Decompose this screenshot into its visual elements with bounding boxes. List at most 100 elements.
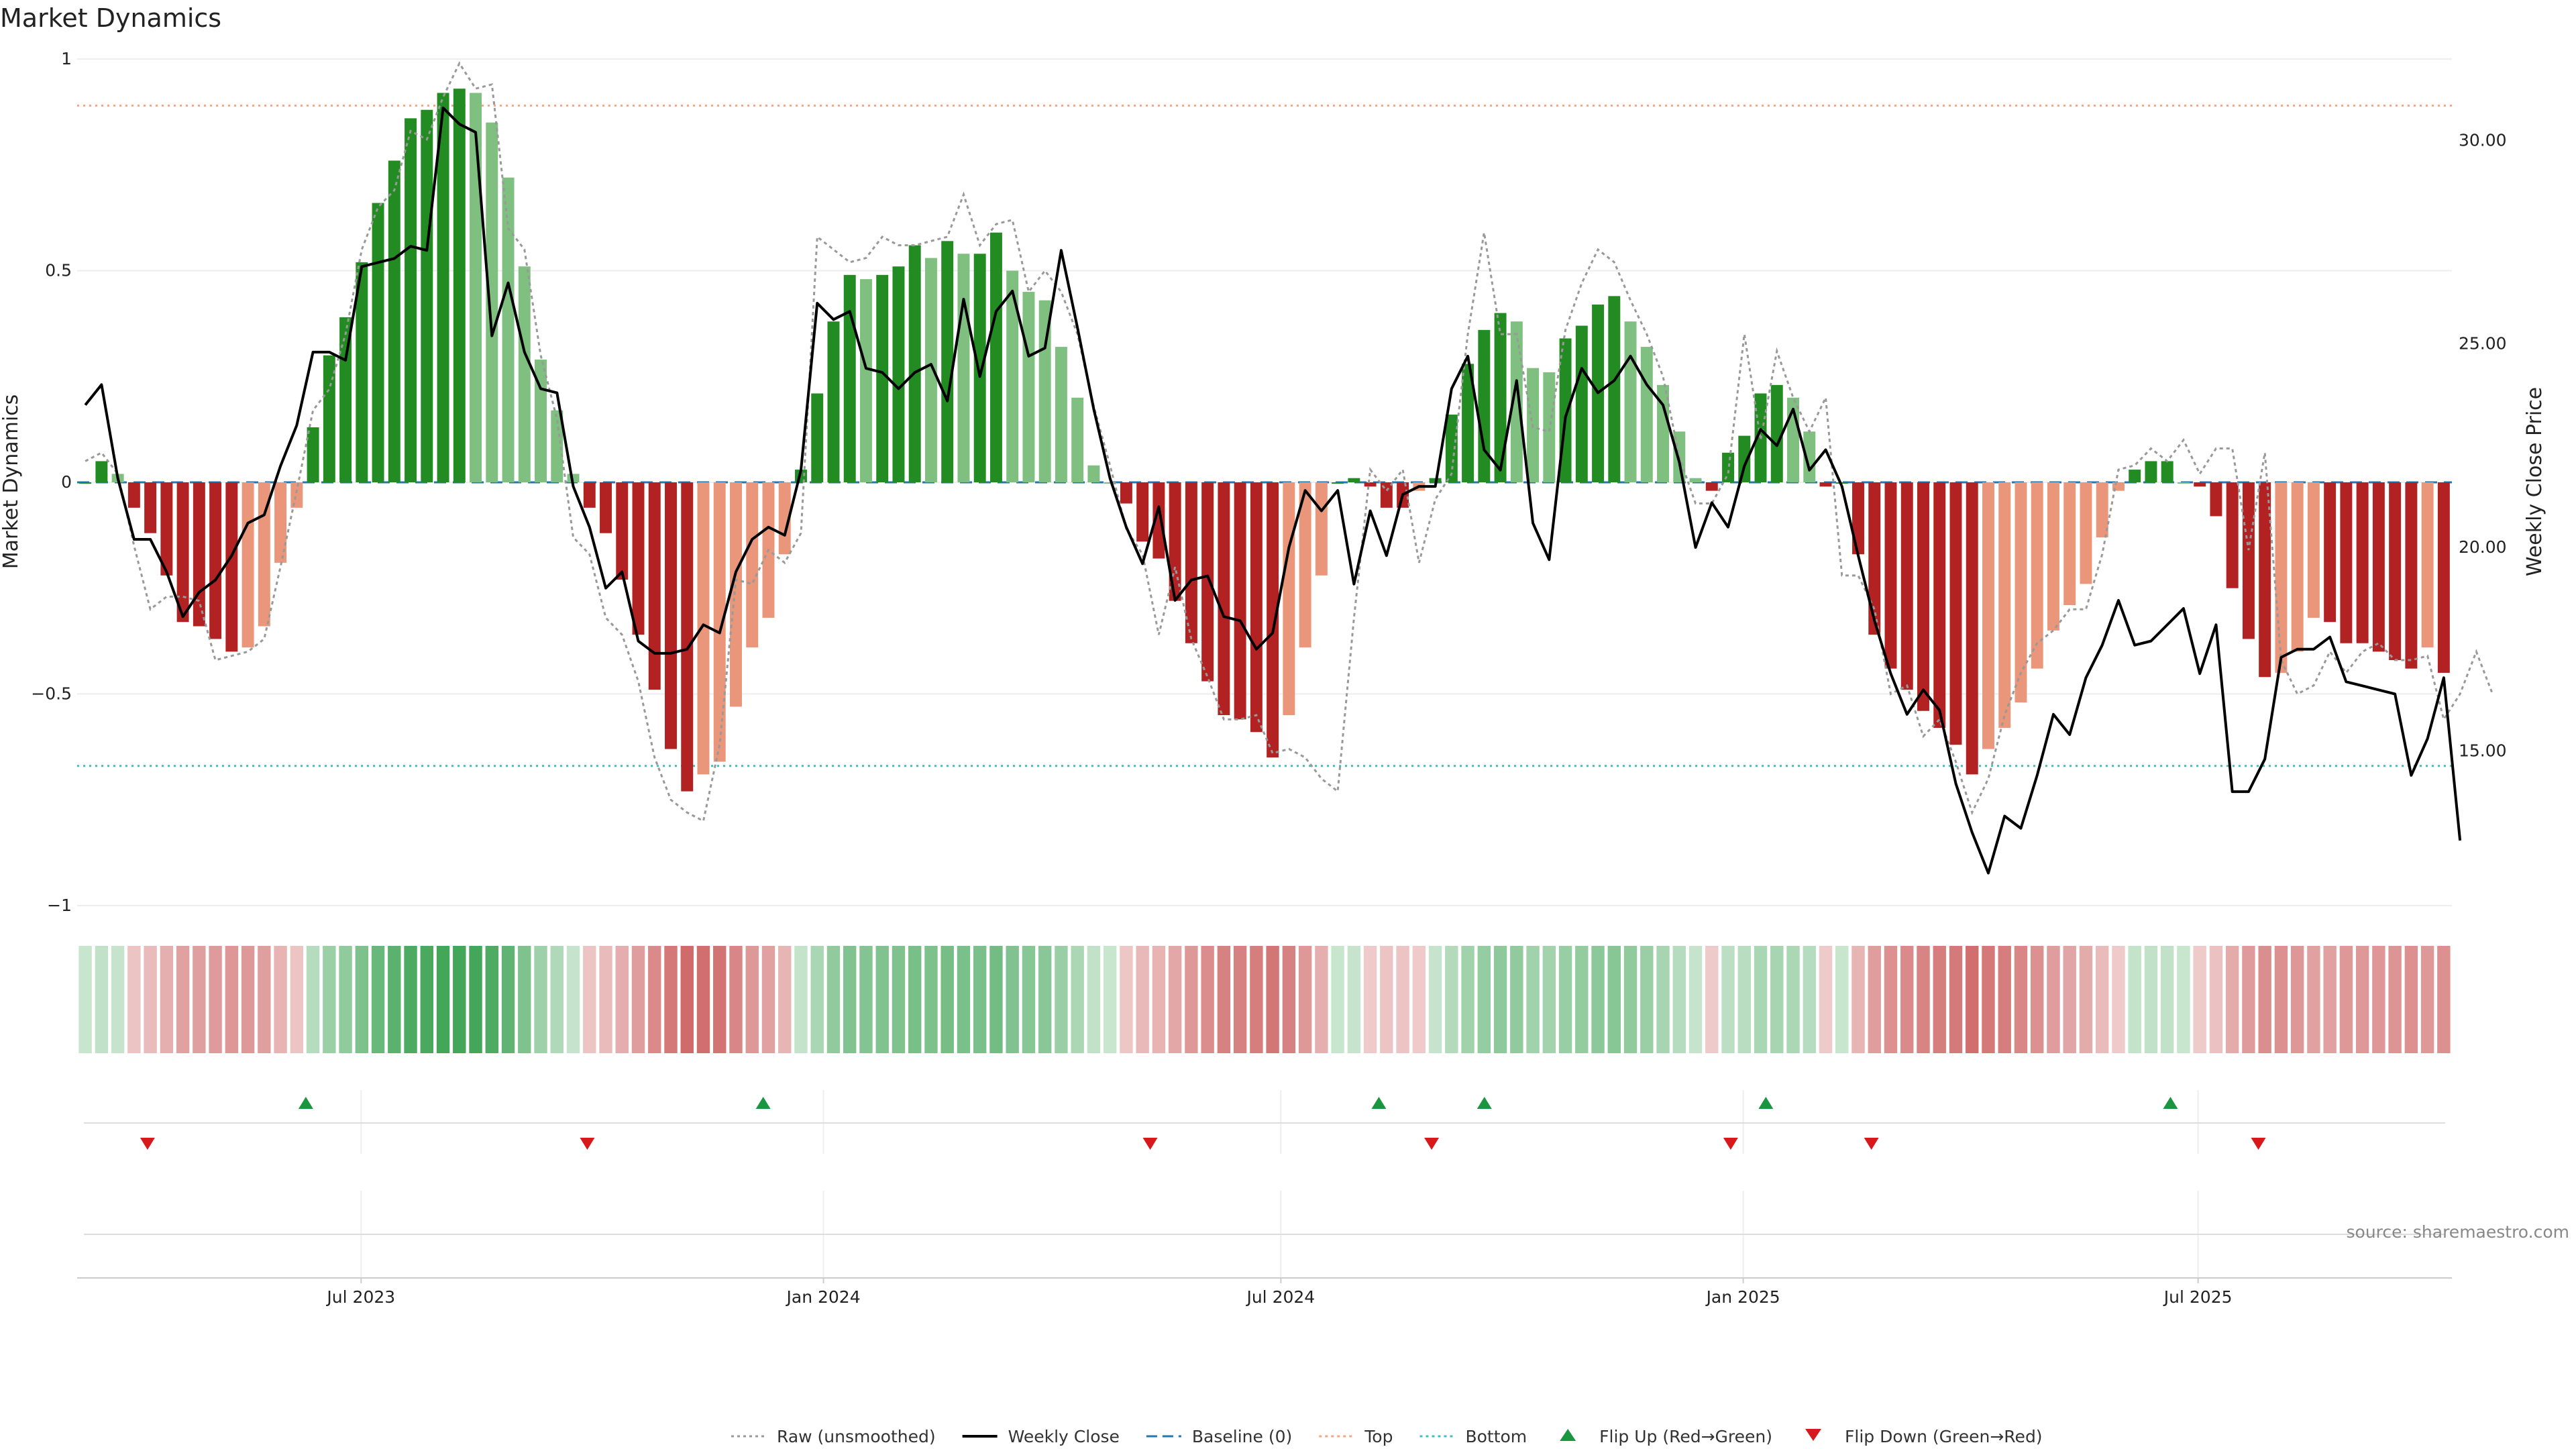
y-tick-label-1: 0.5 [45, 261, 72, 280]
heat-strip-cell-19 [388, 946, 401, 1053]
dynamics-bar-134 [2259, 482, 2271, 678]
dynamics-bar-139 [2340, 482, 2353, 643]
heat-strip-cell-95 [1623, 946, 1638, 1053]
heat-strip-cell-141 [2372, 946, 2385, 1053]
heat-strip-cell-109 [1851, 946, 1865, 1053]
dynamics-bar-21 [421, 109, 433, 483]
heat-strip-cell-18 [371, 946, 385, 1053]
heat-strip-cell-136 [2290, 946, 2304, 1053]
legend-label-6: Flip Down (Green→Red) [1845, 1427, 2043, 1446]
flip-markers-panel [84, 1090, 2445, 1278]
dynamics-bar-127 [2145, 461, 2157, 482]
dynamics-bar-54 [957, 254, 970, 482]
dynamics-bar-142 [2389, 482, 2402, 661]
dynamics-bar-76 [1315, 482, 1328, 576]
dynamics-bar-41 [746, 482, 759, 648]
heat-strip-cell-70 [1217, 946, 1231, 1053]
dynamics-bar-90 [1543, 372, 1556, 482]
flip-down-marker-1 [580, 1138, 595, 1150]
dynamics-bar-6 [176, 482, 189, 623]
heat-strip-cell-120 [2031, 946, 2044, 1053]
dynamics-bar-0 [79, 482, 92, 484]
heat-strip-cell-140 [2355, 946, 2369, 1053]
dynamics-bar-27 [518, 266, 531, 482]
heat-strip-cell-46 [826, 946, 841, 1053]
heat-strip-cell-43 [778, 946, 792, 1053]
dynamics-bar-120 [2031, 482, 2043, 669]
dynamics-bar-12 [274, 482, 287, 563]
dynamics-bar-126 [2129, 470, 2141, 482]
heat-strip-cell-33 [615, 946, 629, 1053]
dynamics-bar-123 [2080, 482, 2092, 584]
dynamics-bar-108 [1835, 482, 1848, 484]
dynamics-bar-113 [1917, 482, 1929, 711]
heat-strip-cell-144 [2420, 946, 2434, 1053]
heat-strip-cell-110 [1868, 946, 1881, 1053]
dynamics-bar-17 [356, 262, 368, 482]
heat-strip-cell-106 [1803, 946, 1816, 1053]
x-tick-label-3: Jan 2025 [1705, 1287, 1780, 1307]
heat-strip-cell-78 [1347, 946, 1361, 1053]
heat-strip-cell-94 [1607, 946, 1621, 1053]
heat-strip-cell-34 [631, 946, 645, 1053]
heat-strip-cell-81 [1396, 946, 1409, 1053]
dynamics-bar-57 [1006, 270, 1019, 482]
dynamics-bars [79, 89, 2450, 792]
heat-strip-cell-58 [1022, 946, 1036, 1053]
heat-strip-cell-12 [274, 946, 287, 1053]
heat-strip-cell-124 [2096, 946, 2109, 1053]
dynamics-bar-32 [600, 482, 612, 533]
heat-strip-cell-114 [1933, 946, 1946, 1053]
dynamics-bar-87 [1494, 313, 1507, 482]
dynamics-bar-121 [2047, 482, 2059, 631]
heat-strip-cell-139 [2339, 946, 2353, 1053]
raw-line [85, 61, 2494, 823]
dynamics-bar-124 [2096, 482, 2108, 538]
heat-strip-cell-16 [339, 946, 352, 1053]
dynamics-bar-66 [1152, 482, 1165, 559]
x-axis: Jul 2023 Jan 2024 Jul 2024 Jan 2025 Jul 2025 [77, 1277, 2452, 1307]
dynamics-bar-56 [989, 232, 1002, 482]
dynamics-bar-61 [1071, 397, 1084, 482]
heat-strip-cell-2 [111, 946, 125, 1053]
heat-strip-cell-11 [258, 946, 271, 1053]
dynamics-bar-60 [1055, 347, 1067, 482]
dynamics-bar-140 [2356, 482, 2369, 643]
heat-strip-cell-87 [1493, 946, 1507, 1053]
heat-strip-cell-86 [1477, 946, 1491, 1053]
heat-strip-cell-36 [664, 946, 678, 1053]
dynamics-bar-75 [1299, 482, 1311, 648]
heat-strip-cell-143 [2404, 946, 2418, 1053]
dynamics-bar-143 [2405, 482, 2418, 669]
heat-strip-cell-50 [892, 946, 906, 1053]
heat-strip-cell-15 [323, 946, 336, 1053]
dynamics-bar-102 [1738, 435, 1751, 482]
raw-series [85, 61, 2494, 823]
heat-strip-cell-57 [1006, 946, 1019, 1053]
flip-up-marker-2 [1371, 1097, 1387, 1109]
dynamics-bar-63 [1104, 482, 1116, 484]
heat-strip-cell-42 [761, 946, 775, 1053]
heat-strip-cell-7 [193, 946, 206, 1053]
heat-strip-cell-66 [1152, 946, 1166, 1053]
legend-label-4: Bottom [1465, 1427, 1527, 1446]
heat-strip-cell-119 [2014, 946, 2028, 1053]
dynamics-bar-25 [486, 122, 498, 482]
heat-strip-cell-63 [1103, 946, 1117, 1053]
heat-strip-cell-82 [1412, 946, 1426, 1053]
legend-swatch-5 [1560, 1429, 1576, 1441]
heat-strip-cell-55 [973, 946, 987, 1053]
dynamics-bar-52 [924, 258, 937, 482]
dynamics-bar-107 [1819, 482, 1832, 487]
dynamics-bar-39 [713, 482, 726, 762]
heat-strip-cell-84 [1445, 946, 1458, 1053]
dynamics-bar-78 [1348, 478, 1360, 482]
heat-strip-cell-71 [1233, 946, 1247, 1053]
heat-strip-cell-118 [1998, 946, 2011, 1053]
heat-strip-cell-88 [1510, 946, 1523, 1053]
heat-strip-cell-52 [924, 946, 938, 1053]
heat-strip-cell-39 [713, 946, 727, 1053]
heat-strip-cell-51 [908, 946, 922, 1053]
heat-strip-cell-80 [1380, 946, 1393, 1053]
heat-strip-cell-53 [941, 946, 954, 1053]
